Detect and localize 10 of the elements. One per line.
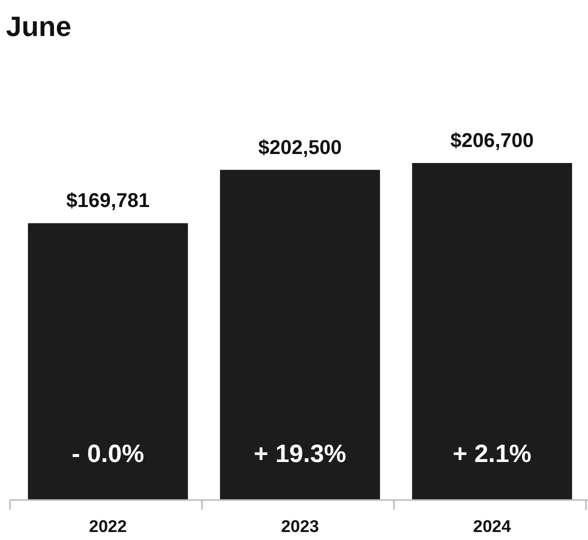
annotation: + 2.1%	[452, 440, 532, 468]
chart-title: June	[6, 11, 72, 42]
x-tick-label: 2022	[89, 517, 127, 536]
data-label: $202,500	[258, 136, 342, 159]
annotation: + 19.3%	[254, 440, 346, 468]
annotation: - 0.0%	[72, 440, 144, 468]
data-label: $206,700	[450, 130, 534, 152]
x-tick-label: 2024	[473, 517, 512, 536]
data-label: $169,781	[66, 190, 150, 212]
x-tick-label: 2023	[281, 517, 319, 536]
